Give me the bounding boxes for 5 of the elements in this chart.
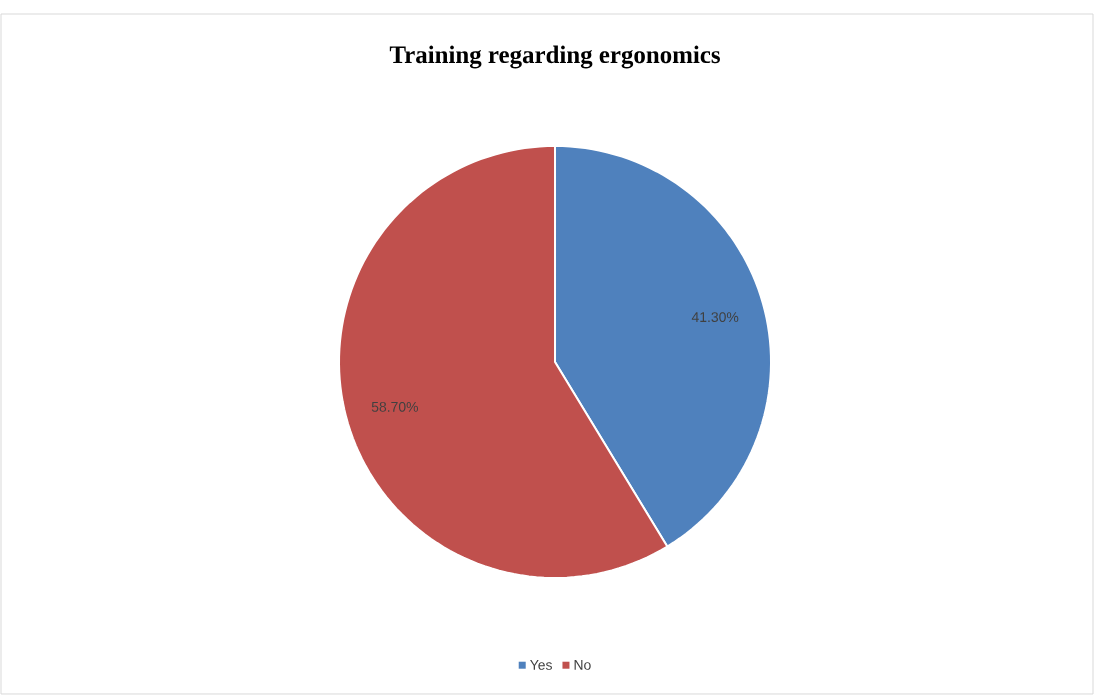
data-label: 58.70% xyxy=(371,401,419,412)
chart-title: Training regarding ergonomics xyxy=(389,45,720,69)
legend-label: Yes xyxy=(530,660,552,670)
legend-label: No xyxy=(574,660,591,670)
data-label: 41.30% xyxy=(691,312,739,323)
